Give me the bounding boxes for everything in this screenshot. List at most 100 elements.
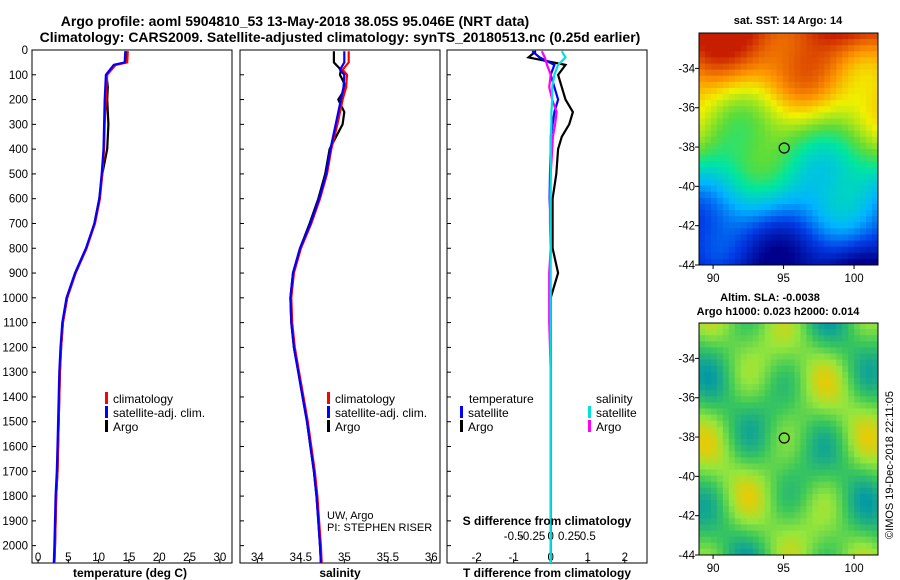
sst-map-cell: [824, 106, 831, 113]
sst-map-cell: [704, 100, 712, 107]
sst-map-cell: [716, 155, 724, 162]
sla-map-cell: [728, 542, 736, 550]
sla-map-cell: [764, 432, 772, 440]
sla-map-cell: [866, 426, 873, 434]
sla-map-cell: [722, 439, 730, 446]
sst-map-cell: [848, 112, 855, 119]
sst-map-cell: [824, 252, 831, 260]
sst-map-cell: [752, 57, 760, 65]
sst-map-cell: [776, 87, 784, 95]
sla-map-cell: [854, 420, 861, 428]
sla-map-cell: [866, 402, 873, 409]
sst-map-cell: [770, 63, 778, 71]
sst-map-cell: [722, 234, 730, 242]
sst-map-cell: [788, 136, 795, 144]
sst-map-cell: [866, 130, 873, 138]
sst-map-cell: [866, 57, 873, 65]
sst-map-cell: [746, 51, 754, 58]
sla-map-cell: [824, 493, 831, 501]
sst-map-cell: [770, 136, 778, 144]
sst-map-cell: [699, 57, 706, 65]
sla-map-cell: [860, 377, 867, 385]
sla-map-cell: [704, 384, 712, 391]
sla-map-cell: [782, 353, 789, 361]
sst-map-cell: [746, 130, 754, 138]
sla-map-cell: [830, 500, 837, 507]
sla-map-cell: [752, 500, 760, 507]
sst-map-cell: [836, 234, 843, 242]
sst-map-cell: [782, 142, 789, 150]
sst-map-cell: [788, 179, 795, 187]
sst-map-cell: [734, 81, 742, 89]
sla-map-cell: [770, 512, 778, 519]
sla-map-cell: [860, 432, 867, 440]
sst-map-cell: [782, 240, 789, 248]
sla-map-cell: [770, 365, 778, 373]
sla-map-cell: [752, 445, 760, 452]
sla-map-cell: [716, 371, 724, 379]
sla-map-cell: [710, 384, 718, 391]
sst-map-cell: [812, 81, 819, 89]
sst-map-cell: [752, 161, 760, 168]
sla-map-cell: [818, 445, 825, 452]
sla-map-cell: [770, 439, 778, 446]
sla-map-cell: [848, 463, 855, 471]
sst-map-cell: [728, 136, 736, 144]
sla-map-cell: [746, 432, 754, 440]
sst-map-cell: [872, 240, 879, 248]
sla-map-cell: [788, 548, 795, 556]
sla-lat-tick-label: -40: [678, 471, 695, 483]
sla-map-cell: [728, 451, 736, 458]
sst-map-cell: [836, 63, 843, 71]
sla-map-cell: [812, 542, 819, 550]
sla-map-cell: [794, 408, 801, 416]
sst-map-cell: [860, 106, 867, 113]
sst-map-cell: [699, 51, 706, 58]
sst-map-cell: [734, 203, 742, 211]
sst-map-cell: [776, 136, 784, 144]
sla-map-cell: [776, 377, 784, 385]
sla-map-cell: [746, 524, 754, 532]
sst-map-cell: [842, 69, 849, 77]
sla-map-cell: [758, 371, 766, 379]
sla-map-cell: [860, 493, 867, 501]
sla-map-cell: [794, 365, 801, 373]
sst-map-cell: [722, 246, 730, 254]
sla-map-cell: [872, 371, 879, 379]
sst-map-cell: [872, 118, 879, 126]
sla-map-cell: [794, 371, 801, 379]
sst-map-cell: [764, 57, 772, 65]
sst-map-cell: [752, 51, 760, 58]
sst-map-cell: [872, 124, 879, 132]
sst-map-cell: [800, 149, 807, 156]
sla-map-cell: [848, 524, 855, 532]
sst-map-cell: [818, 51, 825, 58]
sla-map-cell: [800, 347, 807, 355]
sst-lat-tick-label: -42: [678, 221, 695, 233]
sst-map-cell: [872, 210, 879, 217]
x-tick-label: 34.5: [290, 552, 312, 564]
sla-map-cell: [836, 365, 843, 373]
sla-map-cell: [824, 377, 831, 385]
sla-map-cell: [740, 390, 748, 397]
sla-map-cell: [866, 463, 873, 471]
sst-map-cell: [824, 234, 831, 242]
sst-map-cell: [848, 39, 855, 46]
sst-map-cell: [818, 161, 825, 168]
sla-map-cell: [794, 384, 801, 391]
sst-map-cell: [758, 228, 766, 235]
sla-map-cell: [782, 445, 789, 452]
sst-map-cell: [734, 33, 742, 40]
sst-map-cell: [854, 69, 861, 77]
sla-map-cell: [764, 402, 772, 409]
sla-map-cell: [842, 542, 849, 550]
sla-map-cell: [836, 329, 843, 336]
sla-map-cell: [872, 426, 879, 434]
sla-map-cell: [854, 542, 861, 550]
sla-map-cell: [872, 548, 879, 556]
sla-map-cell: [806, 506, 813, 513]
sla-map-cell: [860, 457, 867, 464]
sst-map-cell: [699, 75, 706, 83]
sla-map-cell: [854, 408, 861, 416]
sst-map-cell: [824, 258, 831, 266]
